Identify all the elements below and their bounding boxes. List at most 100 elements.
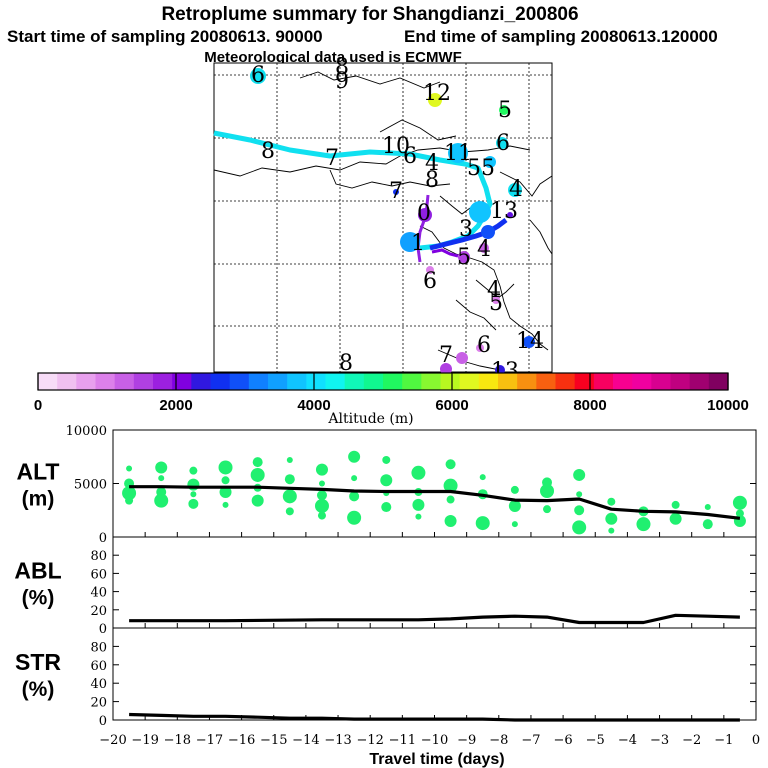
panel-ylabel: STR <box>15 649 61 675</box>
trajectory-label: 12 <box>423 81 451 106</box>
colorbar-swatch <box>536 373 557 390</box>
colorbar-tick-label: 4000 <box>297 397 330 414</box>
trajectory-marker <box>250 68 266 84</box>
coastline <box>455 299 497 331</box>
panel-frame <box>112 627 757 721</box>
trajectory-marker <box>400 232 420 252</box>
trajectory-label: 6 <box>251 63 265 88</box>
x-tick-label: −2 <box>682 733 701 748</box>
plume-cluster-point <box>188 498 199 509</box>
y-tick-label: 40 <box>90 677 107 692</box>
plume-cluster-point <box>511 521 518 528</box>
trajectory-path <box>431 248 459 258</box>
plume-cluster-point <box>318 480 325 487</box>
plume-cluster-point <box>190 491 197 498</box>
trajectory-label: 8 <box>261 139 275 164</box>
x-tick-label: −19 <box>131 733 158 748</box>
colorbar-swatch <box>459 373 480 390</box>
colorbar-swatch <box>287 373 307 390</box>
y-tick-label: 20 <box>90 604 107 619</box>
coastline <box>419 225 549 351</box>
plume-cluster-point <box>671 500 680 509</box>
plume-cluster-point <box>316 490 327 501</box>
plume-cluster-point <box>155 461 168 474</box>
time-series-panels: 0 5000 10000 ALT (m) 0 20 40 60 80 ABL (%) 0 20 40 60 80… <box>14 424 760 748</box>
map-frame <box>213 62 553 373</box>
x-tick-label: −11 <box>389 733 416 748</box>
panel-ylabel: ALT <box>16 459 59 485</box>
colorbar-swatch <box>421 373 442 390</box>
panel-ylabel-unit: (m) <box>22 488 55 511</box>
x-tick-label: −7 <box>521 733 540 748</box>
plume-cluster-point <box>412 498 425 511</box>
trajectory-marker <box>456 352 468 364</box>
trajectory-label: 10 <box>382 134 410 159</box>
plume-cluster-point <box>411 465 426 480</box>
colorbar-swatch <box>402 373 422 390</box>
plume-cluster-point <box>351 475 358 482</box>
trajectory-marker <box>523 336 535 348</box>
plume-cluster-point <box>669 512 682 525</box>
trajectory-label: 6 <box>403 144 417 169</box>
y-tick-label: 0 <box>99 714 107 729</box>
trajectory-marker <box>469 201 491 223</box>
plume-cluster-point <box>444 514 457 527</box>
plume-cluster-point <box>475 516 490 531</box>
trajectory-marker <box>479 243 489 253</box>
plume-cluster-point <box>572 520 587 535</box>
trajectory-label: 8 <box>335 55 349 80</box>
x-tick-label: 0 <box>752 733 760 748</box>
plume-cluster-point <box>284 474 295 485</box>
colorbar-tick-label: 10000 <box>707 397 749 414</box>
plume-cluster-point <box>250 467 265 482</box>
plume-cluster-point <box>286 456 293 463</box>
plume-cluster-point <box>607 497 616 506</box>
trajectory-label: 9 <box>335 69 349 94</box>
trajectory-label: 7 <box>325 146 339 171</box>
y-tick-label: 60 <box>90 659 107 674</box>
trajectory-label: 6 <box>423 269 437 294</box>
plume-cluster-point <box>219 486 232 499</box>
altitude-colorbar: 0 2000 4000 6000 8000 10000 <box>34 372 749 414</box>
x-axis-label: Travel time (days) <box>369 751 504 768</box>
x-tick-label: −18 <box>164 733 191 748</box>
colorbar-swatch <box>613 373 633 390</box>
plume-cluster-point <box>574 505 585 516</box>
series-line <box>129 613 740 625</box>
plume-cluster-point <box>608 527 615 534</box>
plume-cluster-point <box>349 491 360 502</box>
colorbar-swatch <box>229 373 250 390</box>
plume-cluster-point <box>221 476 230 485</box>
trajectory-label: 4 <box>509 177 523 202</box>
x-tick-label: −10 <box>421 733 448 748</box>
plume-cluster-point <box>576 491 583 498</box>
trajectory-marker <box>499 105 509 115</box>
plume-cluster-point <box>314 498 329 513</box>
panel-ylabel-unit: (%) <box>22 678 55 701</box>
trajectory-marker <box>428 93 442 107</box>
trajectory-label: 5 <box>481 156 495 181</box>
x-tick-label: −5 <box>586 733 605 748</box>
colorbar-swatch <box>651 373 672 390</box>
x-tick-label: −9 <box>457 733 476 748</box>
colorbar-swatch <box>172 373 192 390</box>
colorbar-swatch <box>95 373 116 390</box>
trajectory-marker <box>481 225 495 239</box>
trajectory-label: 3 <box>459 217 473 242</box>
colorbar-swatch <box>689 373 710 390</box>
y-tick-label: 5000 <box>74 478 107 493</box>
plume-cluster-point <box>443 478 458 493</box>
plume-cluster-point <box>605 512 618 525</box>
trajectory-marker <box>492 296 500 304</box>
colorbar-swatch <box>363 373 384 390</box>
plume-cluster-point <box>540 483 555 498</box>
trajectory-marker <box>440 363 452 375</box>
trajectory-marker <box>448 143 468 163</box>
x-tick-label: −12 <box>356 733 383 748</box>
colorbar-swatch <box>632 373 652 390</box>
trajectory-label: 8 <box>339 351 353 376</box>
trajectory-label: 4 <box>425 151 439 176</box>
coastline <box>329 169 451 189</box>
trajectory-label: 5 <box>489 291 503 316</box>
